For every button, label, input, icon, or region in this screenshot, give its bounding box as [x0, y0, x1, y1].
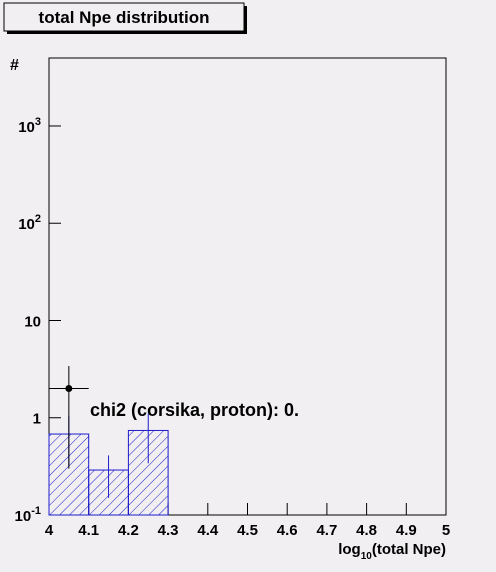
- x-tick-label: 5: [442, 522, 450, 539]
- data-point: [65, 384, 73, 392]
- y-tick-label: 10: [24, 313, 41, 330]
- title-box: [3, 2, 245, 32]
- y-tick-exponent: -1: [31, 505, 41, 517]
- x-tick-label: 4.7: [316, 522, 337, 539]
- y-tick-exponent: 2: [35, 213, 41, 225]
- x-tick-label: 4.1: [78, 522, 99, 539]
- y-tick-label: 103: [18, 116, 41, 136]
- x-tick-label: 4.2: [118, 522, 139, 539]
- x-tick-label: 4.8: [356, 522, 377, 539]
- x-tick-label: 4.4: [197, 522, 219, 539]
- x-tick-label: 4.5: [237, 522, 258, 539]
- y-axis-label: #: [10, 57, 19, 74]
- y-tick-exponent: 3: [35, 116, 41, 128]
- y-tick-label: 102: [18, 213, 41, 233]
- x-label-rest: (total Npe): [372, 541, 446, 558]
- x-tick-label: 4.6: [277, 522, 298, 539]
- frame: [48, 57, 447, 516]
- x-label-main: log: [338, 541, 361, 558]
- y-tick-base: 10: [15, 508, 32, 525]
- y-tick-base: 10: [18, 216, 35, 233]
- annotation: chi2 (corsika, proton): 0.: [90, 400, 299, 420]
- x-axis-label: log10(total Npe): [338, 541, 446, 562]
- y-tick-label: 10-1: [15, 505, 41, 525]
- y-tick-label: 1: [33, 411, 41, 428]
- chart-title: total Npe distribution: [39, 8, 210, 27]
- x-label-sub: 10: [361, 551, 373, 562]
- x-tick-label: 4: [45, 522, 54, 539]
- x-tick-label: 4.3: [158, 522, 179, 539]
- x-tick-label: 4.9: [396, 522, 417, 539]
- y-tick-base: 10: [18, 119, 35, 136]
